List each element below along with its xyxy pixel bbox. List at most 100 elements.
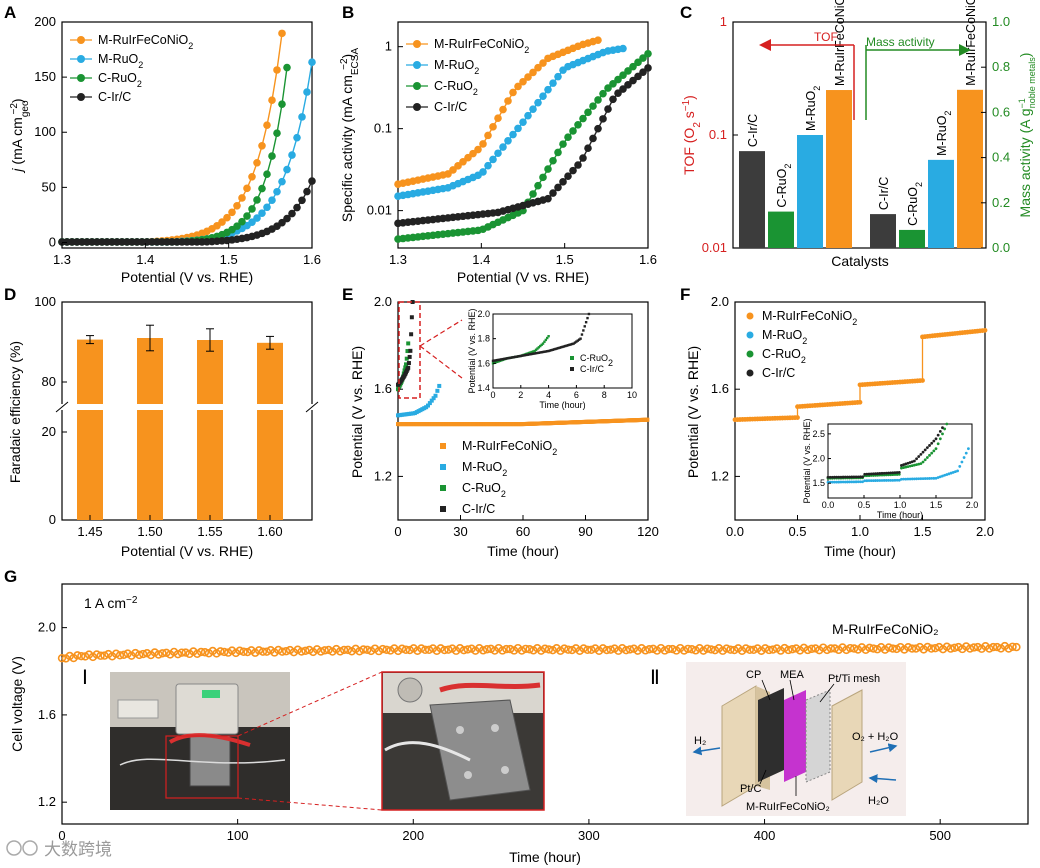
- data-point-g: [749, 645, 758, 655]
- data-point-g: [359, 645, 368, 654]
- inset-point-f: [846, 480, 849, 484]
- y-axis-f-tick-label: 2.0: [711, 294, 729, 309]
- x-axis-a-tick-label: 1.5: [220, 252, 238, 267]
- legend-item-e-text: M-RuIrFeCoNiO2: [462, 439, 557, 457]
- legend-item-e-marker: [440, 464, 446, 470]
- data-point-g: [544, 645, 554, 654]
- data-point-e: [408, 348, 413, 353]
- inset-point-f: [967, 447, 970, 451]
- inset-point-e: [509, 356, 513, 359]
- y-axis-label-a: j (mA cmgeo−2): [9, 98, 31, 173]
- series-group-f: [732, 327, 988, 423]
- data-point-g: [745, 645, 754, 655]
- data-point-g: [768, 645, 778, 654]
- y-axis-a-tick-label: 0: [49, 234, 56, 249]
- diagram-label-h2: H₂: [694, 735, 706, 747]
- data-point-a: [228, 208, 236, 217]
- inset-e: 0 2 4 6 8 10 1.4 1.6 1.8 2.0 Time (hour) Potential …: [467, 308, 637, 410]
- data-point-g: [869, 644, 878, 653]
- data-point-b: [474, 145, 482, 154]
- data-point-a: [253, 214, 261, 222]
- inset-y-tick-label-e: 1.4: [477, 383, 490, 393]
- data-point-g: [846, 643, 855, 653]
- data-point-g: [923, 642, 932, 652]
- x-axis-g-tick-label: 100: [227, 828, 249, 843]
- inset-point-e: [557, 346, 560, 350]
- y-axis-e-tick-label: 2.0: [374, 294, 392, 309]
- data-point-g: [722, 644, 731, 653]
- data-point-g: [687, 645, 697, 654]
- mass-bar: [957, 89, 983, 248]
- data-point-g: [498, 646, 507, 655]
- inset-point-f: [891, 471, 895, 475]
- data-point-g: [316, 647, 326, 656]
- data-point-b: [519, 77, 527, 86]
- y-axis-a-tick-label: 100: [34, 124, 56, 139]
- data-point-b: [554, 148, 562, 157]
- inset-point-e: [547, 349, 550, 353]
- inset-point-e: [544, 338, 548, 342]
- y-axis-left-c-tick-label: 1: [720, 14, 727, 29]
- y-axis-e-tick-label: 1.2: [374, 468, 392, 483]
- legend-item-a-marker: [77, 74, 85, 82]
- data-point-e: [409, 332, 414, 337]
- inset-point-f: [934, 476, 938, 480]
- panel-a: A 1.3 1.4 1.5 1.6 0 50 100 150 200 Potential (V …: [4, 3, 321, 285]
- y-axis-right-c-tick-label: 0.8: [992, 59, 1010, 74]
- data-point-g: [162, 648, 171, 658]
- data-point-a: [243, 212, 251, 220]
- data-point-g: [92, 650, 101, 659]
- data-point-g: [57, 653, 67, 663]
- x-axis-label-d: Potential (V vs. RHE): [121, 543, 253, 559]
- data-point-g: [517, 646, 527, 655]
- panel-letter-g: G: [4, 567, 17, 586]
- legend-item-b-marker: [413, 40, 421, 48]
- inset-point-f: [938, 430, 942, 433]
- data-point-e: [433, 393, 438, 398]
- zoom-line-top-e: [419, 319, 463, 347]
- data-point-b: [494, 114, 502, 122]
- data-point-a: [253, 158, 261, 167]
- data-point-g: [355, 647, 364, 656]
- tof-bar-label: M-RuO2: [804, 86, 822, 131]
- diagram-label-mea: MEA: [780, 669, 805, 681]
- inset-point-e: [568, 343, 571, 347]
- diagram-label-o2: O₂ + H₂O: [852, 731, 899, 743]
- inset-point-e: [533, 349, 536, 353]
- inset-point-f: [871, 479, 875, 483]
- data-point-g: [220, 647, 229, 657]
- data-point-b: [574, 120, 582, 129]
- data-point-b: [594, 96, 602, 104]
- inset-point-f: [910, 477, 914, 481]
- data-point-g: [138, 649, 148, 659]
- diagram-label-ptc: Pt/C: [740, 783, 761, 795]
- data-point-g: [343, 645, 353, 655]
- data-point-e: [645, 417, 650, 422]
- data-point-a: [278, 177, 286, 186]
- inset-point-f: [859, 480, 862, 484]
- inset-point-f: [910, 464, 914, 468]
- data-point-g: [421, 645, 430, 655]
- mass-bar-label: M-RuO2: [935, 111, 953, 156]
- inset-point-f: [833, 480, 836, 484]
- data-point-g: [1004, 644, 1013, 653]
- data-point-a: [278, 29, 286, 38]
- inset-y-tick-label-e: 1.6: [477, 358, 490, 368]
- data-point-a: [298, 113, 306, 121]
- data-point-g: [811, 644, 820, 653]
- data-point-b: [634, 72, 642, 81]
- inset-x-tick-label-e: 6: [574, 390, 579, 400]
- data-point-b: [614, 75, 622, 84]
- inset-point-e: [498, 358, 502, 361]
- inset-legend-marker-e: [570, 367, 574, 371]
- legend-item-a-marker: [77, 55, 85, 63]
- inset-point-f: [861, 480, 864, 484]
- legend-item-f-text: M-RuIrFeCoNiO2: [762, 309, 857, 327]
- data-point-a: [253, 196, 261, 204]
- data-point-b: [509, 130, 517, 139]
- inset-point-f: [934, 437, 938, 441]
- data-point-a: [273, 187, 281, 196]
- inset-point-e: [502, 357, 506, 361]
- inset-point-f: [943, 427, 947, 431]
